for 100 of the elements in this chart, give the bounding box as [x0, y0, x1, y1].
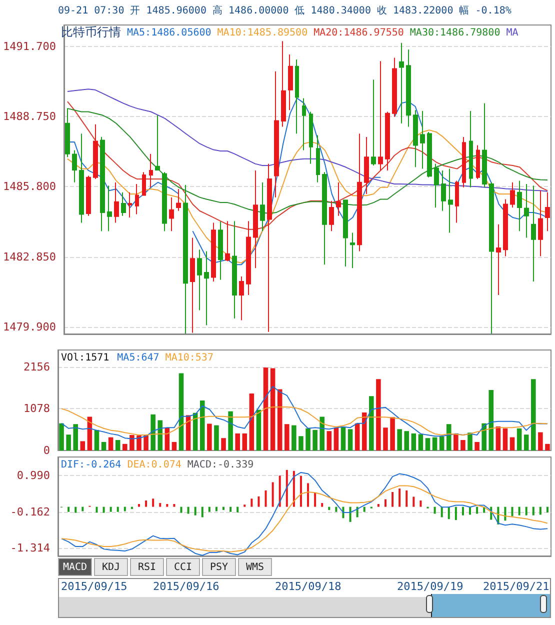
candlestick: [281, 40, 286, 128]
text: 2015/09/21: [483, 580, 550, 593]
candlestick: [496, 224, 501, 296]
bar: [208, 506, 210, 512]
text: MA30:1486.79800: [410, 28, 500, 38]
bar: [272, 482, 274, 507]
bar: [258, 496, 260, 507]
candlestick: [378, 60, 383, 171]
candlestick: [462, 136, 466, 188]
tab: MACD: [58, 558, 92, 576]
candlestick: [135, 184, 139, 215]
bar: [256, 410, 262, 450]
bar: [110, 506, 112, 512]
bar: [172, 442, 177, 450]
line-series: [61, 406, 548, 436]
candlestick: [427, 131, 432, 178]
candlestick: [218, 221, 223, 280]
bar: [116, 506, 119, 512]
bar: [68, 506, 70, 512]
bar: [516, 428, 522, 450]
candlestick: [545, 192, 550, 232]
text: MA10:1485.89500: [217, 28, 308, 38]
bar: [488, 390, 494, 450]
candlestick: [448, 168, 453, 234]
text: 09-21 07:30 开 1485.96000 高 1486.00000 低 1480.34000 收 1483.22000 幅 -0.18%: [58, 4, 512, 16]
y-tick-label: 1491.700: [2, 40, 56, 53]
bar: [307, 483, 310, 507]
candlestick: [441, 170, 446, 212]
candlestick: [149, 153, 153, 188]
bar: [187, 506, 190, 514]
bar: [101, 442, 106, 450]
bar: [328, 506, 330, 510]
bar: [249, 393, 254, 450]
bar: [434, 506, 436, 514]
bar: [82, 506, 84, 512]
candlestick: [420, 110, 425, 170]
bar: [411, 433, 416, 450]
bar: [369, 396, 374, 450]
candlestick: [434, 163, 439, 208]
line-series: [61, 485, 548, 552]
line-series: [61, 472, 548, 556]
tab: RSI: [130, 558, 164, 576]
text: 2015/09/18: [275, 580, 342, 593]
y-tick-label: 1078: [24, 402, 50, 416]
bar: [334, 428, 339, 450]
candlestick: [155, 114, 160, 171]
bar: [144, 435, 148, 450]
bar: [178, 373, 184, 450]
bar: [124, 506, 126, 512]
candlestick: [65, 108, 70, 158]
text: 2015/09/15: [61, 580, 128, 593]
bar: [278, 476, 281, 507]
bar: [454, 506, 457, 520]
bar: [510, 437, 515, 450]
bar: [384, 499, 386, 507]
bar: [73, 424, 78, 450]
candlestick: [239, 276, 244, 321]
text: DIF:-0.264: [61, 460, 122, 470]
bar: [158, 420, 163, 450]
bar: [263, 367, 268, 450]
bar: [474, 442, 480, 450]
bar: [270, 368, 276, 450]
candlestick: [86, 175, 91, 216]
candlestick: [246, 220, 251, 296]
bar: [115, 440, 120, 450]
bar: [425, 438, 430, 450]
candlestick: [183, 184, 188, 334]
text: MA20:1486.97550: [314, 28, 404, 38]
bar: [406, 490, 408, 507]
candlestick: [190, 237, 195, 334]
text: MA5:647: [117, 352, 160, 364]
bar: [194, 506, 196, 516]
bar: [250, 498, 253, 507]
bar: [138, 504, 140, 507]
bar: [236, 506, 239, 512]
bar: [546, 506, 548, 512]
candlestick: [524, 184, 529, 238]
bar: [476, 506, 478, 514]
bar: [377, 504, 380, 507]
bar: [518, 506, 520, 516]
bar: [418, 434, 424, 450]
bar: [59, 423, 64, 450]
bar: [420, 500, 422, 507]
bar: [130, 434, 134, 450]
candlestick: [274, 70, 279, 198]
bar: [440, 506, 443, 518]
candlestick: [232, 220, 237, 320]
bar: [392, 492, 394, 507]
bar: [235, 433, 240, 450]
text: MACD:-0.339: [187, 460, 254, 470]
candlestick: [413, 110, 418, 168]
candlestick: [482, 102, 487, 188]
candlestick: [336, 182, 341, 216]
bar: [321, 503, 324, 507]
bar: [102, 506, 105, 513]
candlestick: [204, 250, 209, 326]
bar: [94, 430, 100, 450]
candlestick: [128, 192, 132, 218]
bar: [460, 440, 466, 450]
candlestick: [517, 180, 522, 232]
